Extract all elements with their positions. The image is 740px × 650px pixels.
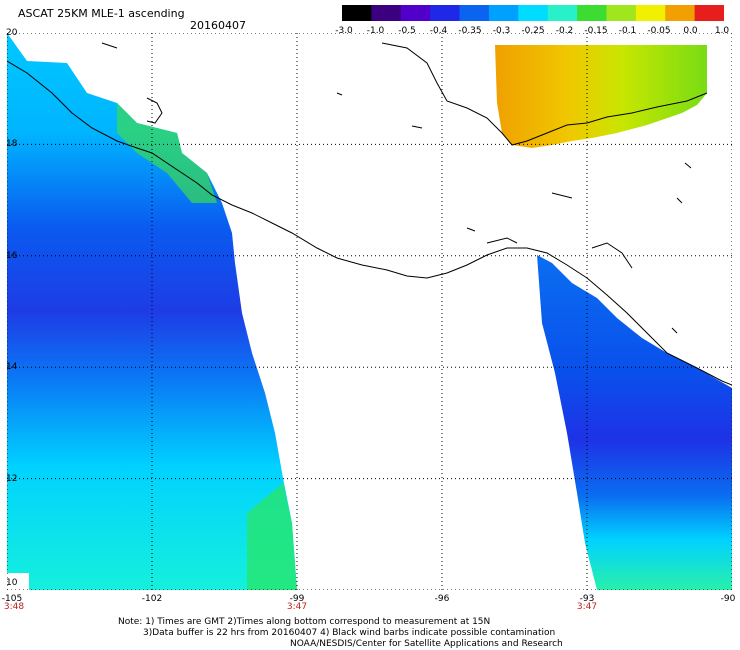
data-swath-west (7, 33, 297, 590)
colorbar-label: -0.35 (458, 26, 482, 36)
colorbar-label: -0.2 (555, 26, 574, 36)
longitude-label: -96 (434, 594, 450, 604)
coastline-west-inlet (101, 42, 163, 124)
lat-lon-grid (7, 33, 732, 590)
longitude-label: -90 (720, 594, 736, 604)
colorbar-swatch (488, 5, 519, 21)
colorbar-label: -0.25 (521, 26, 545, 36)
longitude-label: -105 (1, 594, 23, 604)
colorbar-label: -3.0 (335, 26, 353, 36)
colorbar-label: -0.5 (398, 26, 416, 36)
colorbar-swatch (665, 5, 696, 21)
time-label: 3:47 (286, 602, 308, 612)
colorbar-swatch (694, 5, 724, 21)
latitude-label: 14 (6, 362, 18, 373)
image-date: 20160407 (190, 19, 246, 32)
longitude-label: -93 (579, 594, 595, 604)
longitude-label: -102 (141, 594, 163, 604)
colorbar-swatch (547, 5, 578, 21)
colorbar-swatch (371, 5, 402, 21)
note-line-2: 3)Data buffer is 22 hrs from 20160407 4)… (143, 628, 556, 638)
coastline-islands (336, 92, 692, 334)
colorbar-swatch (459, 5, 490, 21)
colorbar-label: -0.3 (492, 26, 511, 36)
latitude-label: 18 (6, 139, 18, 150)
colorbar-label: -0.05 (647, 26, 671, 36)
colorbar-label: 1.0 (714, 26, 730, 36)
colorbar-swatch (400, 5, 431, 21)
coastline-mexico (7, 60, 732, 386)
note-line-3: NOAA/NESDIS/Center for Satellite Applica… (290, 639, 563, 649)
data-swath-west-green (117, 103, 217, 203)
data-swath-north (495, 45, 707, 148)
colorbar-swatch (430, 5, 461, 21)
colorbar-swatch (518, 5, 549, 21)
time-label: 3:47 (576, 602, 598, 612)
data-swath-east (537, 255, 732, 590)
colorbar (342, 5, 724, 21)
colorbar-swatch (342, 5, 372, 21)
latitude-label: 12 (6, 473, 18, 484)
colorbar-label: -0.1 (618, 26, 637, 36)
note-line-1: Note: 1) Times are GMT 2)Times along bot… (118, 617, 491, 627)
longitude-label: -99 (289, 594, 305, 604)
colorbar-swatch (635, 5, 666, 21)
map-panel (7, 33, 732, 590)
colorbar-label: -1.0 (366, 26, 385, 36)
time-label: 3:48 (3, 602, 25, 612)
colorbar-label: -0.15 (584, 26, 608, 36)
image-title: ASCAT 25KM MLE-1 ascending (18, 7, 185, 20)
colorbar-label: 0.0 (683, 26, 698, 36)
latitude-label: 16 (6, 250, 18, 261)
data-swath-west-green-south (247, 483, 297, 590)
colorbar-swatch (577, 5, 607, 21)
colorbar-label: -0.4 (429, 26, 448, 36)
colorbar-swatch (606, 5, 637, 21)
coastline-gulf (381, 42, 708, 146)
latitude-label: 10 (6, 578, 18, 588)
latitude-label: 20 (6, 28, 18, 38)
